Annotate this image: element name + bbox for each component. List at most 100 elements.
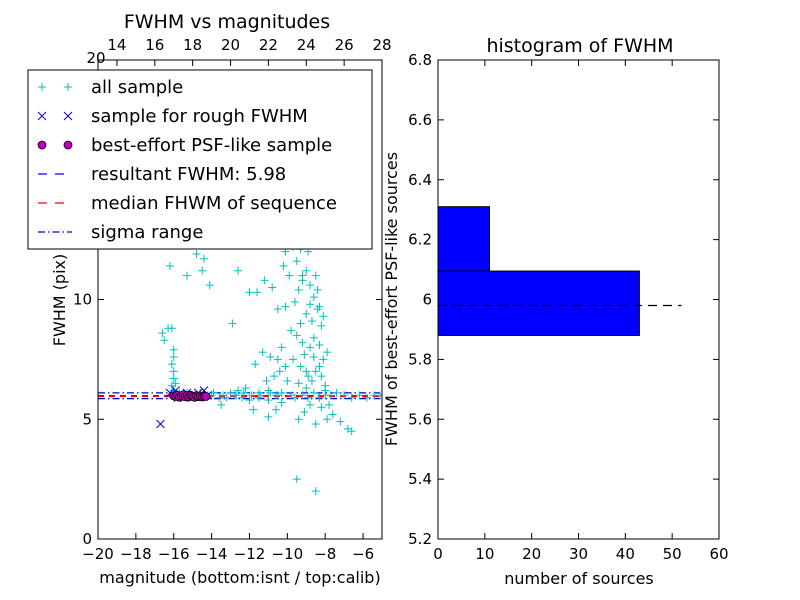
scatter-point	[266, 352, 275, 361]
histogram-plot-frame	[437, 59, 720, 540]
scatter-point	[281, 362, 290, 371]
histogram-bars	[437, 206, 640, 336]
histogram-x-tick-label: 0	[433, 545, 443, 563]
histogram-x-tick-label: 50	[663, 545, 682, 563]
scatter-point	[294, 379, 303, 388]
scatter-point	[205, 281, 214, 290]
scatter-point	[169, 352, 178, 361]
scatter-top-tick-label: 14	[107, 36, 126, 54]
scatter-point	[160, 336, 169, 345]
scatter-point	[281, 302, 290, 311]
scatter-point	[283, 376, 292, 385]
legend-label: median FHWM of sequence	[91, 193, 337, 214]
scatter-point	[285, 271, 294, 280]
histogram-y-tick-label: 6.8	[408, 51, 432, 69]
scatter-point	[245, 396, 254, 405]
scatter-point	[169, 345, 178, 354]
scatter-point	[309, 352, 318, 361]
scatter-x-tick-label: −16	[158, 545, 190, 563]
histogram-y-tick-label: 6.2	[408, 231, 432, 249]
legend-frame	[27, 69, 373, 250]
histogram-left-axis: 5.2 5.4 5.6 5.8 6 6.2 6.4 6.6 6.8	[408, 51, 719, 548]
legend-marker	[38, 83, 46, 91]
scatter-point	[315, 302, 324, 311]
scatter-point	[311, 420, 320, 429]
scatter-x-tick-label: −14	[196, 545, 228, 563]
scatter-top-tick-label: 18	[183, 36, 202, 54]
scatter-point	[226, 388, 235, 397]
scatter-point	[315, 393, 324, 402]
scatter-point	[317, 403, 326, 412]
scatter-point	[245, 288, 254, 297]
histogram-y-tick-label: 5.2	[408, 530, 432, 548]
scatter-point	[376, 391, 382, 400]
scatter-point	[340, 391, 349, 400]
scatter-point	[256, 391, 265, 400]
legend-marker	[63, 140, 73, 150]
histogram-x-tick-label: 40	[616, 545, 635, 563]
scatter-top-tick-label: 22	[259, 36, 278, 54]
legend-label: all sample	[91, 77, 183, 98]
legend-label: sample for rough FWHM	[91, 106, 308, 127]
scatter-point	[317, 321, 326, 330]
scatter-point	[279, 261, 288, 270]
scatter-legend: all sample sample for rough FWHM best-effo…	[27, 69, 373, 250]
scatter-point	[307, 376, 316, 385]
scatter-point	[247, 391, 256, 400]
scatter-point	[264, 396, 273, 405]
scatter-point	[228, 319, 237, 328]
histogram-bottom-axis: 0 10 20 30 40 50 60	[433, 60, 729, 563]
scatter-point	[169, 367, 178, 376]
scatter-point	[273, 355, 282, 364]
scatter-x-tick-label: −12	[234, 545, 266, 563]
scatter-point	[156, 419, 165, 429]
scatter-point	[298, 271, 307, 280]
legend-label: sigma range	[91, 222, 203, 243]
scatter-point	[294, 415, 303, 424]
scatter-y-tick-label: 5	[82, 410, 92, 428]
scatter-top-tick-label: 26	[335, 36, 354, 54]
scatter-point	[169, 374, 178, 383]
scatter-point	[167, 324, 176, 333]
scatter-point	[277, 343, 286, 352]
scatter-point	[306, 343, 315, 352]
scatter-point	[234, 266, 243, 275]
histogram-x-tick-label: 60	[709, 545, 728, 563]
scatter-top-tick-label: 24	[297, 36, 316, 54]
scatter-point	[309, 293, 318, 302]
scatter-point	[355, 391, 364, 400]
scatter-y-tick-label: 10	[73, 291, 92, 309]
scatter-point	[290, 297, 299, 306]
scatter-point	[253, 288, 262, 297]
scatter-point	[328, 410, 337, 419]
scatter-point	[313, 285, 322, 294]
scatter-point	[271, 405, 280, 414]
scatter-point	[292, 331, 301, 340]
scatter-point	[158, 329, 167, 338]
scatter-point	[304, 393, 313, 402]
scatter-points	[156, 226, 382, 496]
scatter-point	[258, 348, 267, 357]
legend-label: resultant FWHM: 5.98	[91, 164, 286, 185]
scatter-point	[332, 388, 341, 397]
scatter-point	[298, 338, 307, 347]
scatter-point	[268, 283, 277, 292]
scatter-point	[237, 393, 246, 402]
scatter-point	[182, 271, 191, 280]
scatter-point	[306, 281, 315, 290]
scatter-point	[347, 393, 356, 402]
scatter-point	[241, 384, 250, 393]
scatter-point	[323, 348, 332, 357]
histogram-y-tick-label: 5.6	[408, 410, 432, 428]
scatter-extra-tick-label: 20	[86, 49, 105, 67]
scatter-point	[306, 400, 315, 409]
scatter-point	[192, 249, 201, 258]
scatter-point	[266, 388, 275, 397]
scatter-point	[239, 388, 248, 397]
scatter-ylabel: FWHM (pix)	[50, 254, 69, 347]
scatter-point	[296, 319, 305, 328]
scatter-point	[347, 427, 356, 436]
scatter-point	[302, 384, 311, 393]
scatter-x-tick-label: −20	[82, 545, 114, 563]
